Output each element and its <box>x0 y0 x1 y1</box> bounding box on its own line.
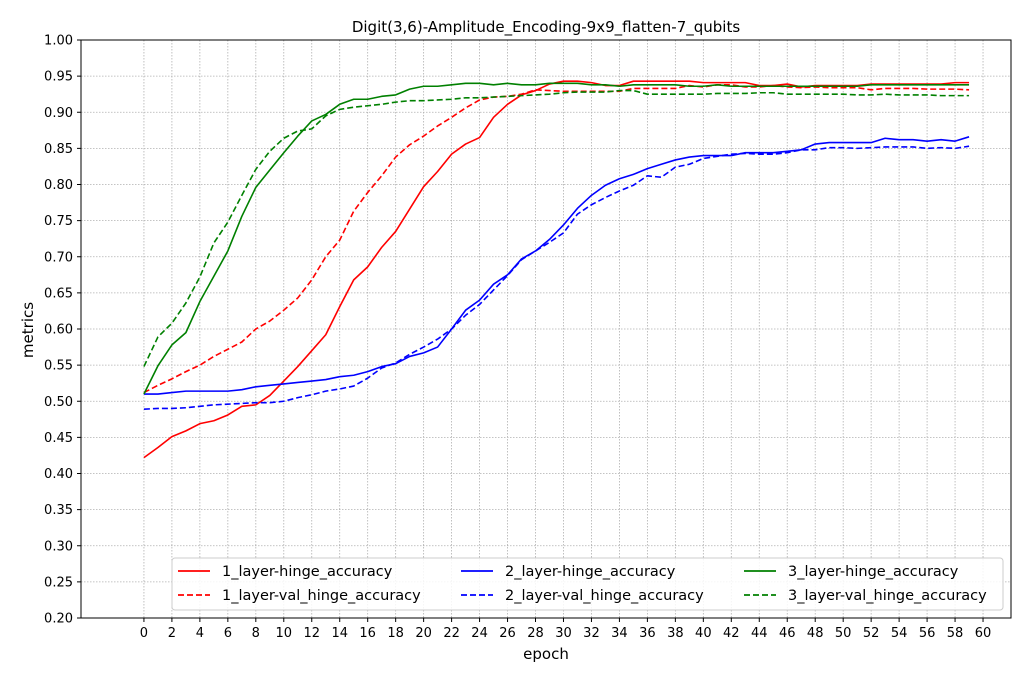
series-line-1_layer-val_hinge_accuracy <box>143 84 970 394</box>
series-line-2_layer-hinge_accuracy <box>143 136 970 395</box>
x-tick-label: 22 <box>443 626 460 641</box>
x-tick-label: 40 <box>695 626 712 641</box>
y-tick-label: 0.70 <box>44 250 73 265</box>
legend-entry-label: 3_layer-hinge_accuracy <box>788 564 959 580</box>
series-lines <box>143 80 970 459</box>
x-tick-label: 0 <box>140 626 148 641</box>
y-tick-label: 0.40 <box>44 467 73 482</box>
legend-entry-label: 3_layer-val_hinge_accuracy <box>788 588 987 604</box>
x-tick-label: 30 <box>555 626 572 641</box>
legend-entry-label: 2_layer-hinge_accuracy <box>505 564 676 580</box>
y-axis-label: metrics <box>19 302 37 358</box>
x-tick-label: 4 <box>196 626 204 641</box>
x-tick-label: 44 <box>751 626 768 641</box>
x-tick-label: 6 <box>224 626 232 641</box>
y-tick-label: 0.30 <box>44 539 73 554</box>
y-tick-label: 0.20 <box>44 612 73 627</box>
legend-box <box>171 557 1004 611</box>
x-tick-label: 28 <box>527 626 544 641</box>
legend: 1_layer-hinge_accuracy 1_layer-val_hinge_… <box>171 557 1004 611</box>
x-tick-label: 52 <box>863 626 880 641</box>
x-tick-label: 12 <box>303 626 320 641</box>
chart-title: Digit(3,6)-Amplitude_Encoding-9x9_flatte… <box>352 18 740 37</box>
y-tick-label: 0.55 <box>44 359 73 374</box>
legend-entry-label: 2_layer-val_hinge_accuracy <box>505 588 704 604</box>
x-tick-label: 50 <box>835 626 852 641</box>
series-line-3_layer-hinge_accuracy <box>143 82 970 395</box>
x-tick-label: 56 <box>919 626 936 641</box>
y-tick-label: 0.75 <box>44 214 73 229</box>
x-tick-label: 16 <box>359 626 376 641</box>
x-tick-label: 8 <box>252 626 260 641</box>
y-tick-label: 0.65 <box>44 286 73 301</box>
x-tick-label: 34 <box>611 626 628 641</box>
x-tick-label: 46 <box>779 626 796 641</box>
y-tick-label: 0.60 <box>44 323 73 338</box>
series-line-3_layer-val_hinge_accuracy <box>143 89 970 367</box>
y-tick-label: 0.80 <box>44 178 73 193</box>
x-tick-label: 32 <box>583 626 600 641</box>
x-tick-label: 38 <box>667 626 684 641</box>
y-tick-label: 0.35 <box>44 503 73 518</box>
y-tick-label: 0.90 <box>44 106 73 121</box>
x-tick-label: 26 <box>499 626 516 641</box>
x-axis-label: epoch <box>523 645 569 663</box>
y-tick-label: 0.45 <box>44 431 73 446</box>
x-tick-label: 24 <box>471 626 488 641</box>
x-tick-label: 48 <box>807 626 824 641</box>
x-tick-label: 42 <box>723 626 740 641</box>
series-line-2_layer-val_hinge_accuracy <box>143 145 970 410</box>
x-tick-label: 2 <box>168 626 176 641</box>
y-tick-label: 0.95 <box>44 70 73 85</box>
x-tick-label: 18 <box>387 626 404 641</box>
axis-ticks: 0 2 4 6 8 10 12 14 16 18 20 22 24 26 28 30 32 34 36 38 40 42 4… <box>44 34 991 642</box>
x-tick-label: 54 <box>891 626 908 641</box>
y-tick-label: 0.50 <box>44 395 73 410</box>
legend-entry-label: 1_layer-hinge_accuracy <box>222 564 393 580</box>
x-tick-label: 10 <box>276 626 293 641</box>
x-tick-label: 20 <box>415 626 432 641</box>
y-tick-label: 1.00 <box>44 34 73 49</box>
y-tick-label: 0.25 <box>44 575 73 590</box>
legend-entry-label: 1_layer-val_hinge_accuracy <box>222 588 421 604</box>
x-tick-label: 60 <box>975 626 992 641</box>
x-tick-label: 14 <box>331 626 348 641</box>
y-tick-label: 0.85 <box>44 142 73 157</box>
x-tick-label: 58 <box>947 626 964 641</box>
x-tick-label: 36 <box>639 626 656 641</box>
